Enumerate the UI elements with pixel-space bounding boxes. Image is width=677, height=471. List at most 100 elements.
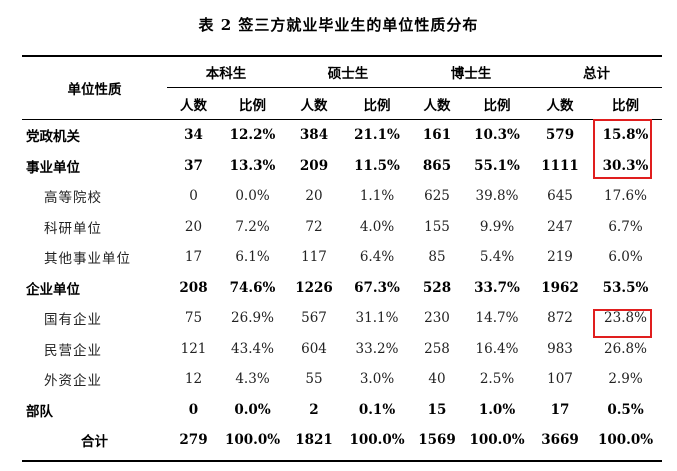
highlight-box-party-gov [593,119,652,179]
ratio-cell: 100.0% [224,432,281,449]
count-cell: 1226 [295,279,333,296]
row-label: 部队 [26,403,53,420]
count-cell: 155 [424,218,450,235]
row-label: 国有企业 [44,312,102,329]
header-ratio: 比例 [463,87,531,120]
row-universities: 高等院校 0 0.0% 20 1.1% 625 39.8% 645 17.6% [22,181,662,212]
count-cell: 0 [189,188,198,205]
ratio-cell: 31.1% [355,310,399,327]
count-cell: 219 [547,249,573,266]
ratio-cell: 5.4% [479,249,515,266]
ratio-cell: 67.3% [354,279,400,296]
ratio-cell: 23.8% [604,310,647,327]
row-foreign: 外资企业 12 4.3% 55 3.0% 40 2.5% 107 2.9% [22,364,662,395]
count-cell: 161 [422,127,452,144]
header-ratio: 比例 [589,87,662,120]
count-cell: 579 [545,127,575,144]
table-title: 表 2 签三方就业毕业生的单位性质分布 [198,16,479,34]
count-cell: 75 [184,310,203,327]
count-cell: 15 [427,401,447,418]
count-cell: 645 [547,188,573,205]
row-total: 合计 279 100.0% 1821 100.0% 1569 100.0% 3669 100.0… [22,425,662,456]
count-cell: 384 [299,127,329,144]
ratio-cell: 9.9% [479,218,515,235]
row-label: 党政机关 [26,129,80,146]
count-cell: 209 [299,157,329,174]
count-cell: 625 [424,188,450,205]
ratio-cell: 39.8% [475,188,519,205]
ratio-cell: 33.2% [355,340,399,357]
ratio-cell: 12.2% [229,127,276,144]
ratio-cell: 0.0% [235,188,270,205]
count-cell: 107 [547,371,573,388]
count-cell: 865 [422,157,452,174]
row-state-owned: 国有企业 75 26.9% 567 31.1% 230 14.7% 872 23.8% [22,303,662,334]
count-cell: 20 [184,218,203,235]
ratio-cell: 11.5% [354,157,400,174]
ratio-cell: 2.5% [479,371,515,388]
count-cell: 247 [547,218,573,235]
ratio-cell: 6.1% [235,249,270,266]
row-label: 科研单位 [44,220,102,237]
ratio-cell: 15.8% [602,127,649,144]
count-cell: 17 [184,249,203,266]
ratio-cell: 0.1% [358,401,396,418]
count-cell: 55 [305,371,323,388]
highlight-box-state-owned [593,309,652,338]
count-cell: 34 [184,127,203,144]
count-cell: 604 [301,340,327,357]
ratio-cell: 26.8% [604,340,647,357]
ratio-cell: 14.7% [475,310,519,327]
ratio-cell: 17.6% [604,188,647,205]
count-cell: 528 [422,279,452,296]
ratio-cell: 7.2% [235,218,270,235]
count-cell: 40 [428,371,446,388]
header-ratio: 比例 [220,87,285,120]
ratio-cell: 43.4% [231,340,274,357]
header-undergrad: 本科生 [167,56,285,88]
count-cell: 1111 [541,157,579,174]
row-label: 事业单位 [26,159,80,176]
count-cell: 567 [301,310,327,327]
count-cell: 258 [424,340,450,357]
table-bottom-rule [22,460,662,462]
row-other-public: 其他事业单位 17 6.1% 117 6.4% 85 5.4% 219 6.0% [22,242,662,273]
header-ratio: 比例 [343,87,411,120]
ratio-cell: 6.0% [608,249,643,266]
row-private: 民营企业 121 43.4% 604 33.2% 258 16.4% 983 26.8% [22,334,662,365]
ratio-cell: 13.3% [229,157,276,174]
header-count: 人数 [411,87,463,120]
row-enterprise: 企业单位 208 74.6% 1226 67.3% 528 33.7% 1962 53.5% [22,273,662,304]
ratio-cell: 4.0% [359,218,395,235]
ratio-cell: 74.6% [229,279,276,296]
count-cell: 983 [547,340,573,357]
count-cell: 37 [184,157,203,174]
ratio-cell: 100.0% [469,432,525,449]
row-label: 企业单位 [26,281,80,298]
header-master: 硕士生 [285,56,411,88]
row-label: 高等院校 [44,190,102,207]
row-party-gov: 党政机关 34 12.2% 384 21.1% 161 10.3% 579 15.8% [22,120,662,151]
count-cell: 121 [180,340,207,357]
header-total: 总计 [531,56,662,88]
header-count: 人数 [531,87,589,120]
ratio-cell: 10.3% [474,127,520,144]
ratio-cell: 53.5% [602,279,649,296]
count-cell: 12 [184,371,203,388]
ratio-cell: 1.0% [478,401,516,418]
ratio-cell: 3.0% [359,371,395,388]
count-cell: 3669 [541,432,579,449]
ratio-cell: 100.0% [349,432,405,449]
header-unit-type: 单位性质 [22,56,167,120]
count-cell: 208 [179,279,208,296]
ratio-cell: 2.9% [608,371,643,388]
row-label: 民营企业 [44,342,102,359]
count-cell: 17 [550,401,570,418]
row-military: 部队 0 0.0% 2 0.1% 15 1.0% 17 0.5% [22,395,662,426]
count-cell: 2 [309,401,319,418]
ratio-cell: 4.3% [235,371,270,388]
ratio-cell: 21.1% [354,127,400,144]
row-label: 合计 [81,434,108,451]
ratio-cell: 0.0% [234,401,271,418]
count-cell: 20 [305,188,323,205]
